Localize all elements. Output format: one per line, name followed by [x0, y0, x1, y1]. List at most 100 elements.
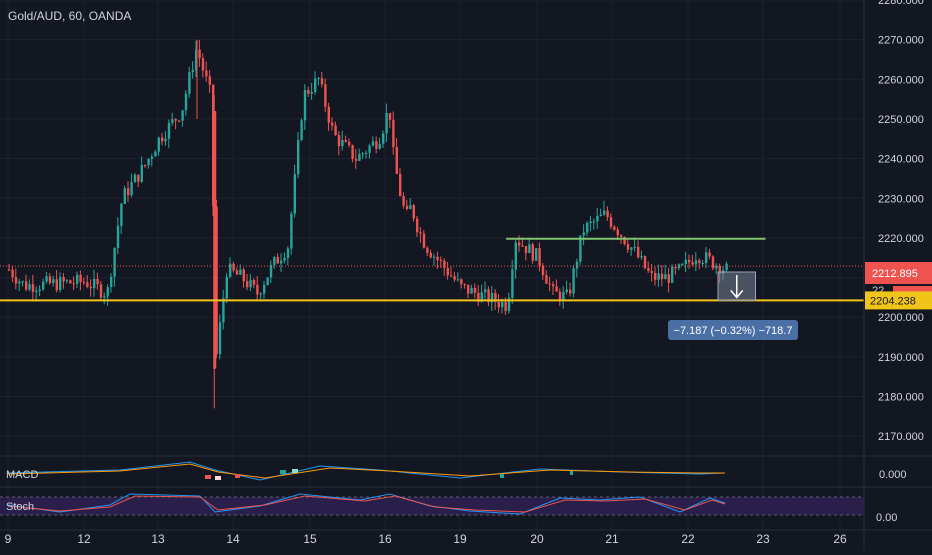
candle-body	[501, 301, 504, 308]
measure-label-bg	[668, 320, 798, 340]
candle-body	[395, 147, 398, 174]
candle-body	[473, 287, 477, 293]
candle-body	[388, 113, 392, 120]
candle-body	[86, 282, 89, 287]
candle-body	[643, 256, 647, 269]
y-tick-label: 2280.000	[878, 0, 924, 7]
candle-body	[528, 244, 531, 254]
candle-body	[52, 279, 55, 284]
candle-body	[354, 158, 358, 161]
candle-body	[620, 235, 623, 238]
candle-body	[368, 145, 371, 153]
candle-body	[154, 151, 157, 157]
measure-label: −7.187 (−0.32%) −718.7	[674, 325, 793, 337]
y-tick-label: 2170.000	[878, 431, 924, 443]
candle-body	[246, 281, 249, 288]
candle-body	[711, 256, 715, 269]
candle-body	[609, 217, 613, 227]
x-tick-label: 14	[226, 532, 240, 546]
candle-body	[504, 301, 507, 312]
candle-body	[603, 210, 606, 215]
candle-layer	[8, 39, 728, 409]
candle-body	[511, 269, 514, 298]
candle-body	[378, 143, 381, 149]
candle-body	[167, 122, 171, 139]
candle-body	[110, 276, 113, 288]
candle-body	[358, 153, 361, 161]
candle-body	[725, 263, 728, 271]
candle-body	[249, 280, 252, 288]
candle-body	[701, 263, 704, 265]
candle-body	[589, 221, 592, 224]
candle-body	[494, 292, 497, 303]
candle-body	[297, 139, 300, 175]
candle-body	[419, 232, 422, 234]
macd-value-label: 0.000	[879, 469, 907, 481]
stoch-d-line	[7, 495, 726, 513]
y-tick-label: 2200.000	[878, 312, 924, 324]
candle-body	[450, 275, 453, 277]
candle-body	[382, 133, 385, 144]
macd-histogram-bar	[500, 474, 504, 478]
candle-body	[38, 289, 41, 291]
candle-body	[116, 225, 120, 249]
x-tick-label: 12	[77, 532, 91, 546]
candle-body	[439, 260, 443, 262]
y-tick-label: 2270.000	[878, 35, 924, 47]
candle-body	[586, 223, 589, 233]
candle-body	[201, 58, 205, 71]
candle-body	[545, 275, 548, 284]
x-tick-label: 9	[5, 532, 12, 546]
candle-body	[127, 188, 130, 196]
candle-body	[171, 119, 174, 123]
candle-body	[120, 203, 123, 226]
y-tick-label: 2220.000	[878, 233, 924, 245]
candle-body	[229, 263, 232, 277]
candle-body	[480, 292, 483, 302]
candle-body	[463, 283, 466, 285]
x-tick-label: 21	[605, 532, 619, 546]
candle-body	[252, 280, 256, 285]
candle-body	[569, 289, 572, 294]
candle-body	[405, 205, 409, 210]
candle-body	[266, 277, 269, 285]
candle-body	[596, 216, 599, 222]
candle-body	[42, 281, 45, 290]
candle-body	[45, 276, 48, 282]
candle-body	[286, 248, 290, 258]
candle-body	[429, 252, 432, 258]
candle-body	[606, 210, 609, 218]
candle-body	[664, 274, 667, 280]
support-badge	[865, 291, 932, 310]
candle-body	[582, 232, 585, 236]
candle-body	[331, 122, 334, 126]
candle-body	[181, 110, 184, 121]
candle-body	[31, 284, 35, 293]
macd-signal-line	[7, 463, 725, 479]
candle-body	[235, 270, 239, 275]
candle-body	[72, 283, 75, 285]
candle-body	[324, 84, 327, 107]
candle-body	[375, 141, 378, 149]
candle-body	[276, 257, 279, 264]
candle-body	[157, 137, 160, 152]
candle-body	[103, 296, 106, 298]
indicator-layer	[0, 461, 864, 516]
candle-body	[225, 276, 228, 299]
candle-body	[55, 279, 58, 291]
y-tick-label: 2250.000	[878, 114, 924, 126]
candle-body	[436, 256, 439, 261]
candle-body	[715, 265, 718, 269]
candle-body	[467, 284, 470, 294]
candle-body	[25, 281, 28, 290]
candle-body	[273, 257, 276, 265]
candle-body	[212, 84, 215, 207]
candle-body	[8, 269, 11, 271]
candle-body	[82, 281, 86, 283]
candle-body	[348, 141, 351, 146]
candle-body	[565, 289, 568, 293]
macd-histogram-bar	[570, 471, 573, 475]
candle-body	[174, 119, 177, 121]
